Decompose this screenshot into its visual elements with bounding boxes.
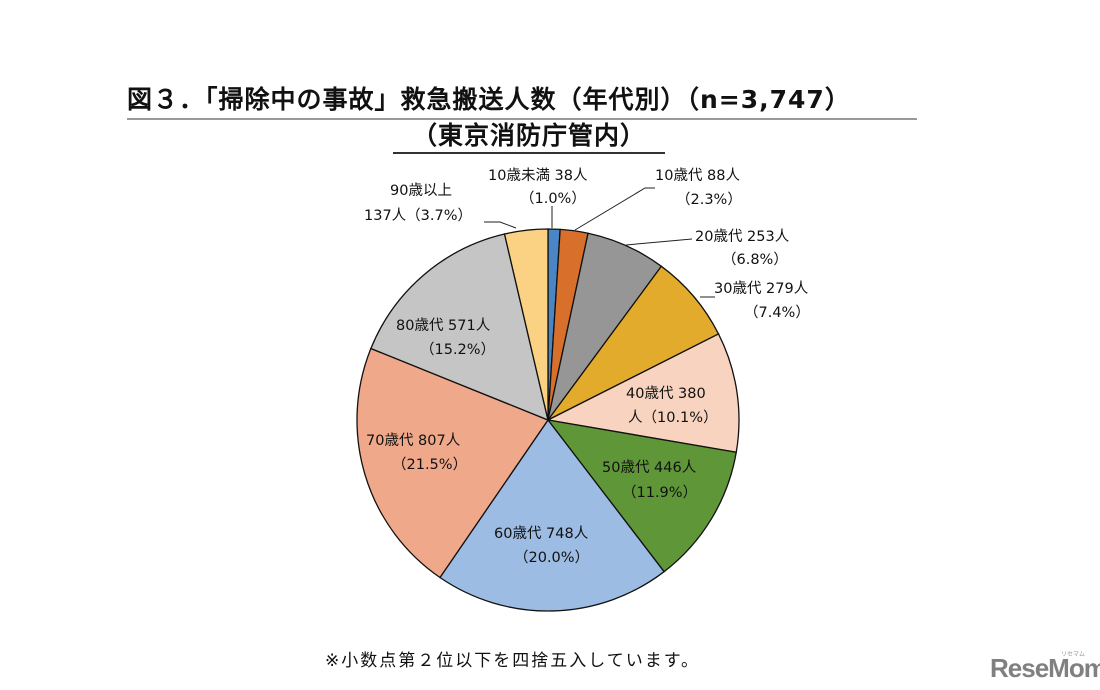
pie-slice-5 <box>546 419 738 573</box>
leader-line-90plus <box>484 221 517 229</box>
pie-slice-6 <box>439 418 665 612</box>
label-10s-line1: 10歳代 88人 <box>655 167 740 184</box>
pie-slice-8 <box>370 233 549 422</box>
label-30s-line2: （7.4%） <box>744 304 810 321</box>
chart-subtitle: （東京消防庁管内） <box>393 120 665 154</box>
resemom-logo-ruby: リセマム <box>1061 651 1086 658</box>
label-90plus-line2: 137人（3.7%） <box>364 207 472 224</box>
label-40s-line1: 40歳代 380 <box>626 385 706 402</box>
leader-line-10s <box>574 187 655 231</box>
label-under10-line2: （1.0%） <box>520 190 586 207</box>
leader-lines <box>484 187 715 298</box>
label-80s-line2: （15.2%） <box>420 341 495 358</box>
label-10s-line2: （2.3%） <box>676 191 742 208</box>
footnote: ※小数点第２位以下を四捨五入しています。 <box>325 651 701 671</box>
label-50s-line1: 50歳代 446人 <box>602 459 696 476</box>
label-60s-line2: （20.0%） <box>514 549 589 566</box>
pie-slice-7 <box>356 347 549 579</box>
pie-slice-4 <box>545 333 740 454</box>
resemom-logo: ReseMom <box>990 653 1100 683</box>
chart-title: 図３．「掃除中の事故」救急搬送人数（年代別）（n=3,747） <box>127 84 917 120</box>
label-20s-line2: （6.8%） <box>722 251 788 268</box>
label-70s-line2: （21.5%） <box>392 456 467 473</box>
label-90plus-line1: 90歳以上 <box>390 182 452 199</box>
label-50s-line2: （11.9%） <box>622 484 697 501</box>
label-60s-line1: 60歳代 748人 <box>494 525 588 542</box>
label-80s-line1: 80歳代 571人 <box>396 317 490 334</box>
leader-line-20s <box>625 238 693 246</box>
label-30s-line1: 30歳代 279人 <box>714 280 808 297</box>
label-under10-line1: 10歳未満 38人 <box>488 167 588 184</box>
label-40s-line2: 人（10.1%） <box>628 409 718 426</box>
pie-slices <box>356 228 740 612</box>
label-20s-line1: 20歳代 253人 <box>695 228 789 245</box>
pie-slice-9 <box>503 228 549 421</box>
slice-labels: 10歳未満 38人 （1.0%） 10歳代 88人 （2.3%） 20歳代 25… <box>364 167 810 566</box>
label-70s-line1: 70歳代 807人 <box>366 432 460 449</box>
